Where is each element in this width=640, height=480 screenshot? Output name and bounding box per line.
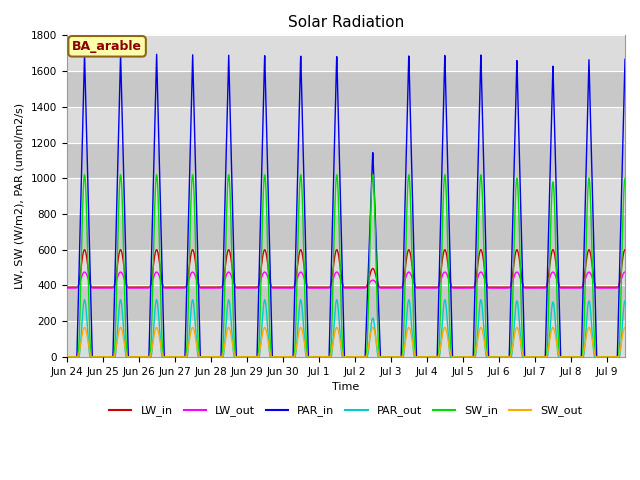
- LW_in: [187, 254, 195, 260]
- SW_out: [63, 354, 70, 360]
- Bar: [67, 250, 625, 286]
- LW_out: [187, 272, 195, 277]
- PAR_out: [605, 354, 613, 360]
- X-axis label: Time: Time: [332, 382, 360, 392]
- Bar: [67, 143, 625, 178]
- SW_out: [621, 324, 629, 330]
- Line: SW_in: SW_in: [67, 175, 625, 357]
- Bar: [67, 71, 625, 107]
- PAR_in: [432, 354, 440, 360]
- SW_in: [237, 354, 245, 360]
- Y-axis label: LW, SW (W/m2), PAR (umol/m2/s): LW, SW (W/m2), PAR (umol/m2/s): [15, 103, 25, 289]
- LW_in: [605, 284, 613, 290]
- SW_in: [605, 354, 613, 360]
- Bar: [67, 178, 625, 214]
- Line: LW_in: LW_in: [67, 250, 625, 287]
- SW_out: [431, 354, 439, 360]
- PAR_in: [605, 354, 613, 360]
- PAR_out: [621, 298, 629, 304]
- Legend: LW_in, LW_out, PAR_in, PAR_out, SW_in, SW_out: LW_in, LW_out, PAR_in, PAR_out, SW_in, S…: [105, 401, 587, 421]
- SW_in: [63, 354, 70, 360]
- LW_out: [569, 285, 577, 291]
- Bar: [67, 107, 625, 143]
- PAR_out: [432, 354, 440, 360]
- SW_out: [237, 354, 245, 360]
- SW_in: [432, 354, 440, 360]
- SW_out: [569, 354, 577, 360]
- SW_out: [187, 330, 195, 336]
- Text: BA_arable: BA_arable: [72, 40, 142, 53]
- LW_in: [237, 284, 245, 290]
- LW_out: [237, 285, 245, 291]
- LW_out: [431, 285, 439, 291]
- LW_in: [424, 284, 431, 290]
- SW_in: [569, 354, 577, 360]
- PAR_out: [569, 354, 577, 360]
- Line: PAR_in: PAR_in: [67, 53, 625, 357]
- LW_in: [621, 247, 629, 252]
- Bar: [67, 36, 625, 71]
- PAR_in: [237, 354, 245, 360]
- SW_in: [424, 354, 432, 360]
- PAR_in: [81, 50, 88, 56]
- Bar: [67, 214, 625, 250]
- Bar: [67, 286, 625, 321]
- LW_in: [569, 284, 577, 290]
- Line: LW_out: LW_out: [67, 272, 625, 288]
- SW_out: [605, 354, 613, 360]
- LW_out: [605, 285, 613, 291]
- PAR_in: [569, 354, 577, 360]
- SW_in: [187, 206, 195, 212]
- LW_in: [63, 284, 70, 290]
- PAR_in: [187, 127, 195, 133]
- LW_in: [431, 284, 439, 290]
- PAR_in: [424, 354, 432, 360]
- Line: PAR_out: PAR_out: [67, 300, 625, 357]
- PAR_out: [81, 297, 88, 302]
- Bar: [67, 321, 625, 357]
- SW_in: [81, 172, 88, 178]
- PAR_in: [621, 56, 629, 62]
- PAR_out: [237, 354, 245, 360]
- Title: Solar Radiation: Solar Radiation: [287, 15, 404, 30]
- PAR_in: [63, 354, 70, 360]
- SW_in: [621, 176, 629, 181]
- LW_out: [621, 269, 629, 275]
- LW_out: [63, 285, 70, 291]
- PAR_out: [424, 354, 432, 360]
- PAR_out: [187, 311, 195, 317]
- PAR_out: [63, 354, 70, 360]
- SW_out: [424, 354, 431, 360]
- LW_out: [424, 285, 431, 291]
- Line: SW_out: SW_out: [67, 327, 625, 357]
